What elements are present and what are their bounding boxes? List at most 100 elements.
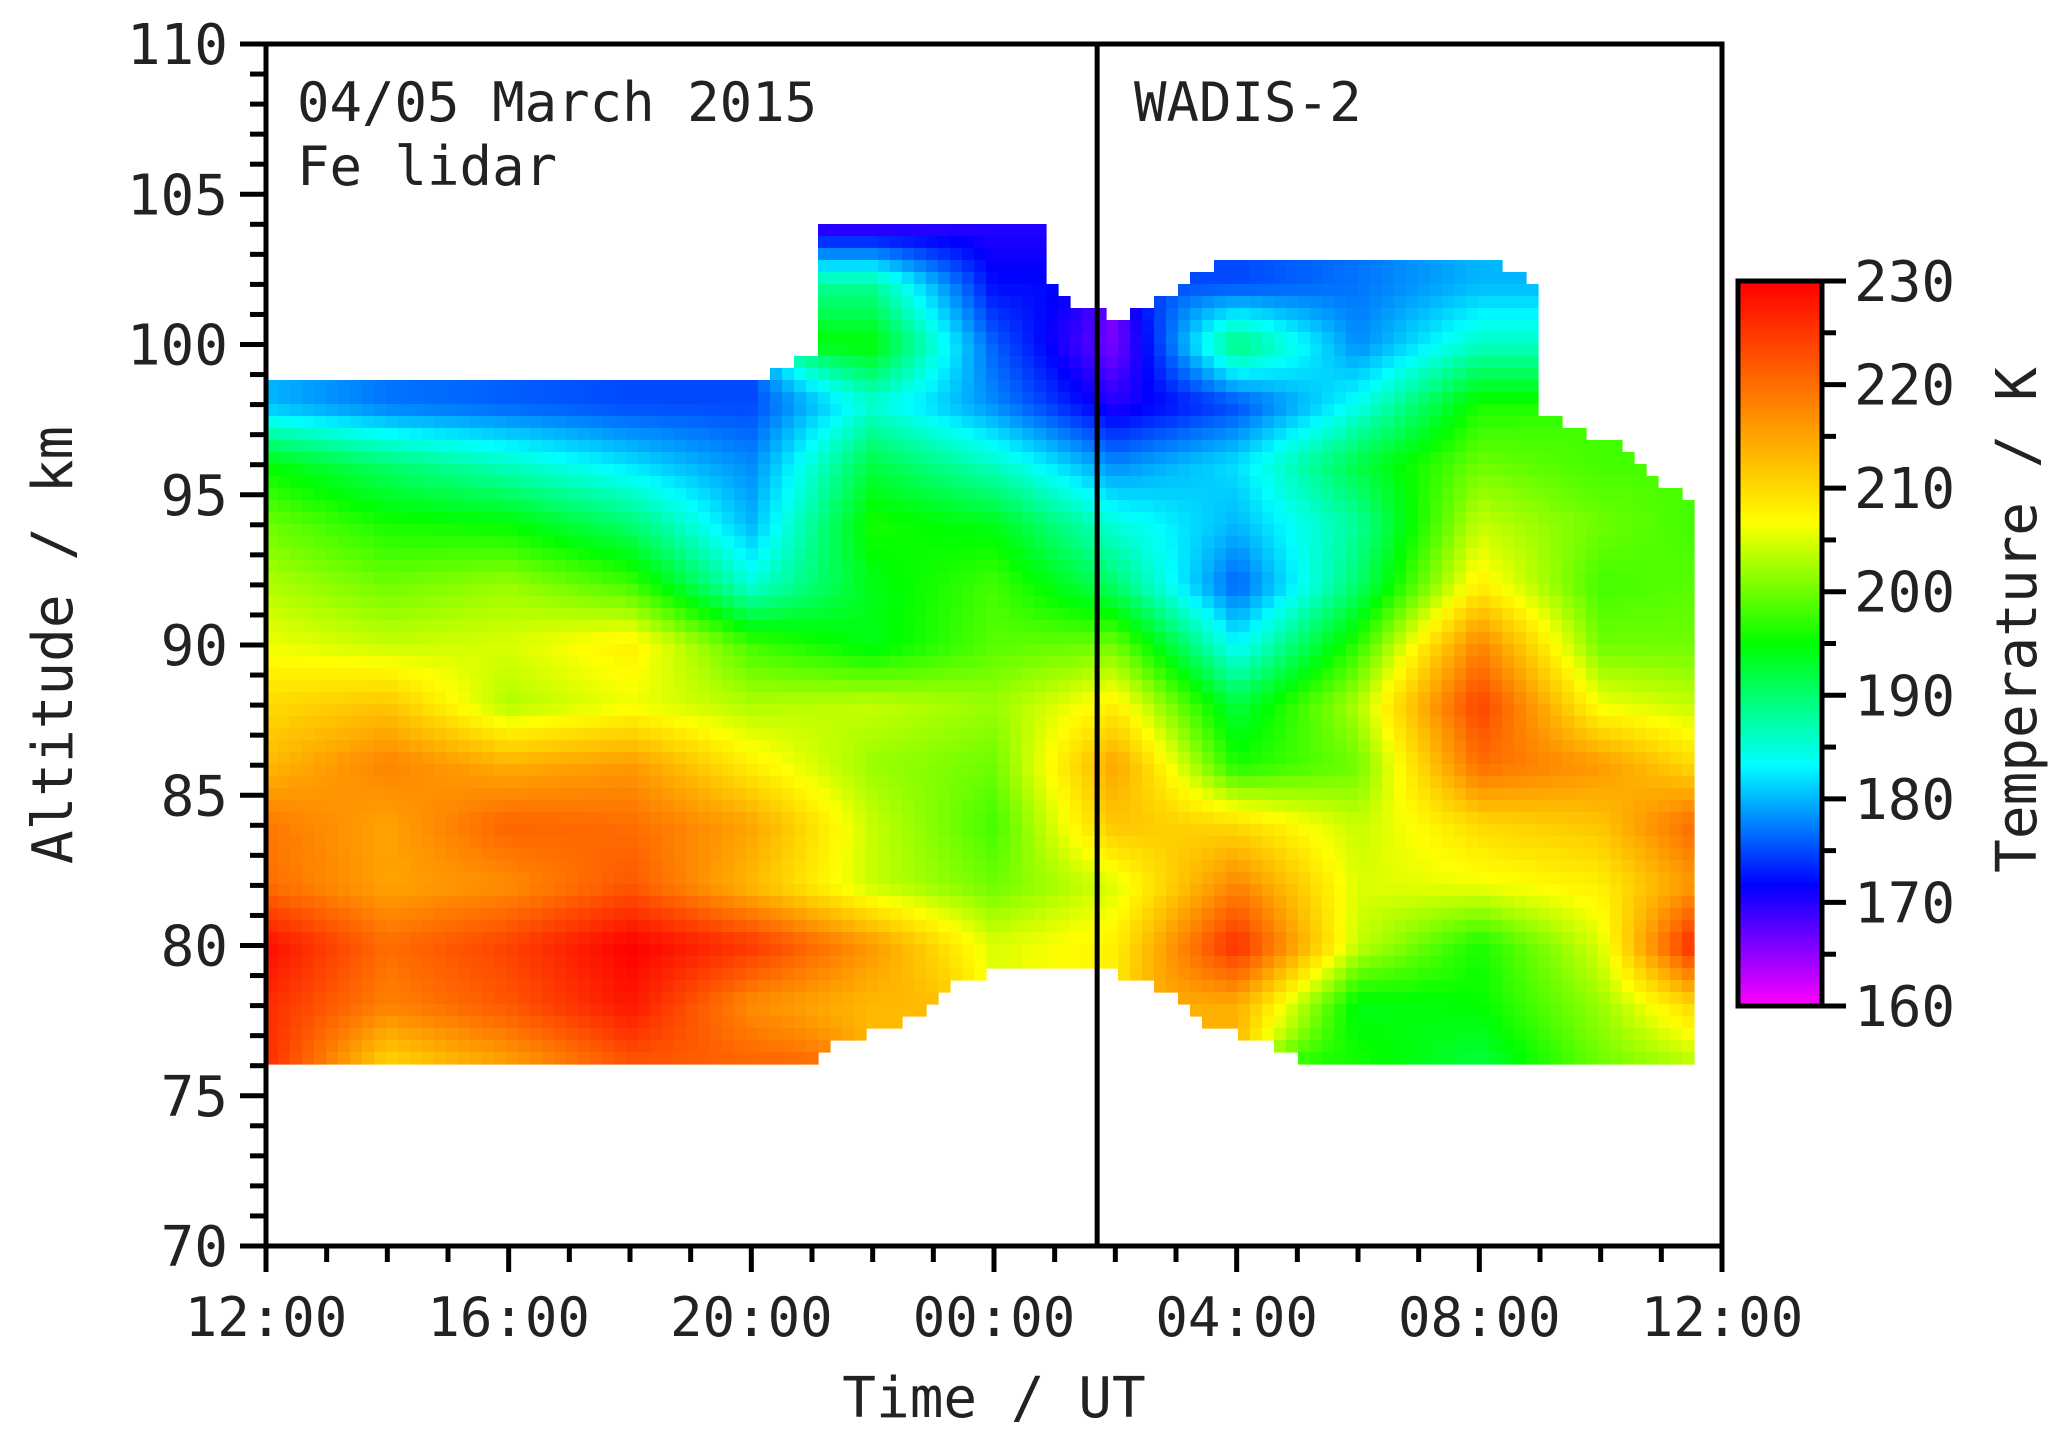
heatmap-cell [1274,380,1287,393]
heatmap-cell [1142,632,1155,645]
heatmap-cell [1010,572,1023,585]
heatmap-cell [926,512,939,525]
heatmap-cell [1166,872,1179,885]
heatmap-cell [854,1004,867,1017]
heatmap-cell [386,932,399,945]
heatmap-cell [722,404,735,417]
heatmap-cell [674,608,687,621]
heatmap-cell [842,788,855,801]
heatmap-cell [638,740,651,753]
heatmap-cell [1250,752,1263,765]
heatmap-cell [482,788,495,801]
heatmap-cell [974,404,987,417]
heatmap-cell [1226,752,1239,765]
heatmap-cell [650,692,663,705]
heatmap-cell [1118,932,1131,945]
heatmap-cell [914,1004,927,1017]
heatmap-cell [626,440,639,453]
heatmap-cell [290,752,303,765]
heatmap-cell [782,896,795,909]
heatmap-cell [1178,788,1191,801]
heatmap-cell [386,824,399,837]
heatmap-cell [1130,968,1143,981]
heatmap-cell [338,608,351,621]
heatmap-cell [662,896,675,909]
heatmap-cell [590,800,603,813]
heatmap-cell [374,440,387,453]
heatmap-cell [1214,524,1227,537]
heatmap-cell [1214,548,1227,561]
heatmap-cell [470,992,483,1005]
heatmap-cell [962,404,975,417]
heatmap-cell [1178,908,1191,921]
heatmap-cell [698,932,711,945]
heatmap-cell [950,776,963,789]
heatmap-cell [1238,752,1251,765]
heatmap-cell [362,656,375,669]
heatmap-cell [350,524,363,537]
heatmap-cell [722,500,735,513]
heatmap-cell [1190,764,1203,777]
heatmap-cell [1022,896,1035,909]
heatmap-cell [506,824,519,837]
heatmap-cell [1082,440,1095,453]
heatmap-cell [554,812,567,825]
heatmap-cell [974,524,987,537]
heatmap-cell [1118,620,1131,633]
heatmap-cell [1070,896,1083,909]
heatmap-cell [854,320,867,333]
heatmap-cell [722,596,735,609]
heatmap-cell [1214,452,1227,465]
heatmap-cell [1214,728,1227,741]
heatmap-cell [326,896,339,909]
heatmap-cell [962,824,975,837]
heatmap-cell [866,524,879,537]
heatmap-cell [1226,368,1239,381]
heatmap-cell [434,824,447,837]
heatmap-cell [938,584,951,597]
heatmap-cell [878,344,891,357]
heatmap-cell [1154,920,1167,933]
heatmap-cell [530,596,543,609]
heatmap-cell [362,584,375,597]
heatmap-cell [782,1040,795,1053]
heatmap-cell [638,512,651,525]
heatmap-cell [302,428,315,441]
heatmap-cell [602,512,615,525]
heatmap-cell [974,608,987,621]
heatmap-cell [410,464,423,477]
heatmap-cell [374,704,387,717]
heatmap-cell [650,740,663,753]
heatmap-cell [314,932,327,945]
heatmap-cell [1034,800,1047,813]
heatmap-cell [650,920,663,933]
heatmap-cell [1250,680,1263,693]
heatmap-cell [1262,812,1275,825]
heatmap-cell [1262,1016,1275,1029]
heatmap-cell [338,884,351,897]
heatmap-cell [950,788,963,801]
heatmap-cell [806,1052,819,1065]
heatmap-cell [806,404,819,417]
heatmap-cell [398,392,411,405]
heatmap-cell [1142,344,1155,357]
heatmap-cell [458,404,471,417]
heatmap-cell [482,776,495,789]
heatmap-cell [1178,392,1191,405]
heatmap-cell [1154,572,1167,585]
heatmap-cell [1034,380,1047,393]
heatmap-cell [902,908,915,921]
heatmap-cell [974,668,987,681]
heatmap-cell [530,1016,543,1029]
heatmap-cell [1046,416,1059,429]
heatmap-cell [1178,560,1191,573]
heatmap-cell [386,536,399,549]
heatmap-cell [974,476,987,489]
heatmap-cell [926,968,939,981]
heatmap-cell [578,872,591,885]
heatmap-cell [878,776,891,789]
heatmap-cell [1262,608,1275,621]
heatmap-cell [1154,308,1167,321]
heatmap-cell [938,692,951,705]
heatmap-cell [422,728,435,741]
